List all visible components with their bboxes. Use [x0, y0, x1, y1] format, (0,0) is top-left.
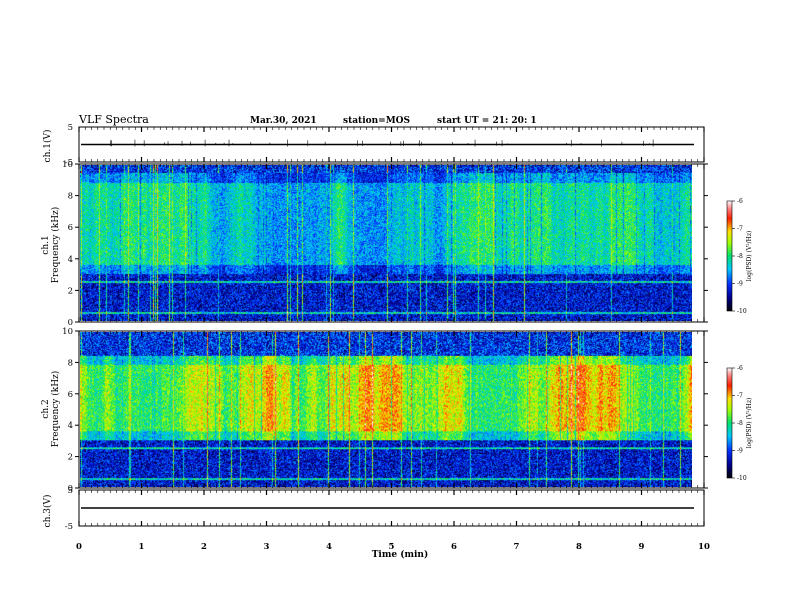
colorbar-tick-label: -6 [737, 198, 743, 205]
ch1-colorbar: -6 -7 -8 -9 -10 log(PSD) (V²/Hz) [726, 198, 753, 315]
colorbar-tick-label: -8 [737, 253, 743, 260]
y-tick-label: 0 [68, 484, 73, 494]
start-time-label: start UT = 21: 20: 1 [437, 116, 537, 126]
y-tick-label: 5 [68, 486, 73, 496]
x-tick-label: 4 [326, 542, 332, 552]
colorbar-tick-label: -9 [737, 281, 743, 288]
x-tick-label: 5 [389, 542, 395, 552]
figure-title: VLF Spectra [78, 113, 149, 126]
y-tick-label: 8 [68, 192, 73, 202]
y-tick-label: 2 [68, 286, 73, 296]
ch2-spectrogram-image [80, 332, 692, 487]
ch2-colorbar-label: log(PSD) (V²/Hz) [746, 398, 753, 449]
station-label: station=MOS [343, 116, 410, 126]
time-axis-label: Time (min) [372, 549, 429, 560]
x-tick-label: 3 [264, 542, 270, 552]
ch2-frequency-axis-label: Frequency (kHz) [50, 371, 61, 448]
y-tick-label: 10 [62, 327, 73, 337]
ch3-voltage-axis-label: ch.3(V) [42, 495, 53, 528]
x-tick-label: 6 [451, 542, 457, 552]
colorbar-tick-label: -8 [737, 420, 743, 427]
colorbar-tick-label: -9 [737, 448, 743, 455]
ch1-voltage-axis-label: ch.1(V) [42, 130, 53, 163]
waveforms [81, 139, 694, 509]
ch1-channel-label: ch.1 [41, 235, 51, 254]
y-tick-label: 4 [68, 255, 73, 265]
ch1-colorbar-label: log(PSD) (V²/Hz) [746, 231, 753, 282]
colorbar-tick-label: -6 [737, 365, 743, 372]
x-tick-label: 7 [514, 542, 520, 552]
colorbar-tick-label: -10 [737, 475, 747, 482]
y-tick-label: -5 [65, 158, 73, 168]
y-tick-label: 8 [68, 358, 73, 368]
ch1-spectrogram-image [80, 165, 692, 321]
date-label: Mar.30, 2021 [250, 116, 317, 126]
ch1-frequency-axis-label: Frequency (kHz) [50, 207, 61, 284]
y-tick-label: 6 [68, 223, 73, 233]
x-tick-label: 1 [139, 542, 145, 552]
x-tick-label: 0 [76, 542, 82, 552]
colorbar-tick-label: -10 [737, 308, 747, 315]
x-tick-label: 8 [576, 542, 582, 552]
y-tick-label: 10 [62, 160, 73, 170]
y-tick-label: 4 [68, 421, 73, 431]
colorbar-tick-label: -7 [737, 226, 743, 233]
y-tick-label: 6 [68, 390, 73, 400]
ch2-colorbar: -6 -7 -8 -9 -10 log(PSD) (V²/Hz) [726, 365, 753, 482]
y-tick-label: 5 [68, 123, 73, 133]
x-tick-label: 2 [201, 542, 207, 552]
colorbar-tick-label: -7 [737, 393, 743, 400]
y-tick-label: 0 [68, 318, 73, 328]
axis-ticks [75, 127, 708, 526]
y-tick-label: -5 [65, 522, 73, 532]
x-tick-label: 9 [639, 542, 645, 552]
x-tick-label: 10 [698, 542, 710, 552]
y-tick-label: 2 [68, 453, 73, 463]
ch2-channel-label: ch.2 [41, 399, 51, 418]
